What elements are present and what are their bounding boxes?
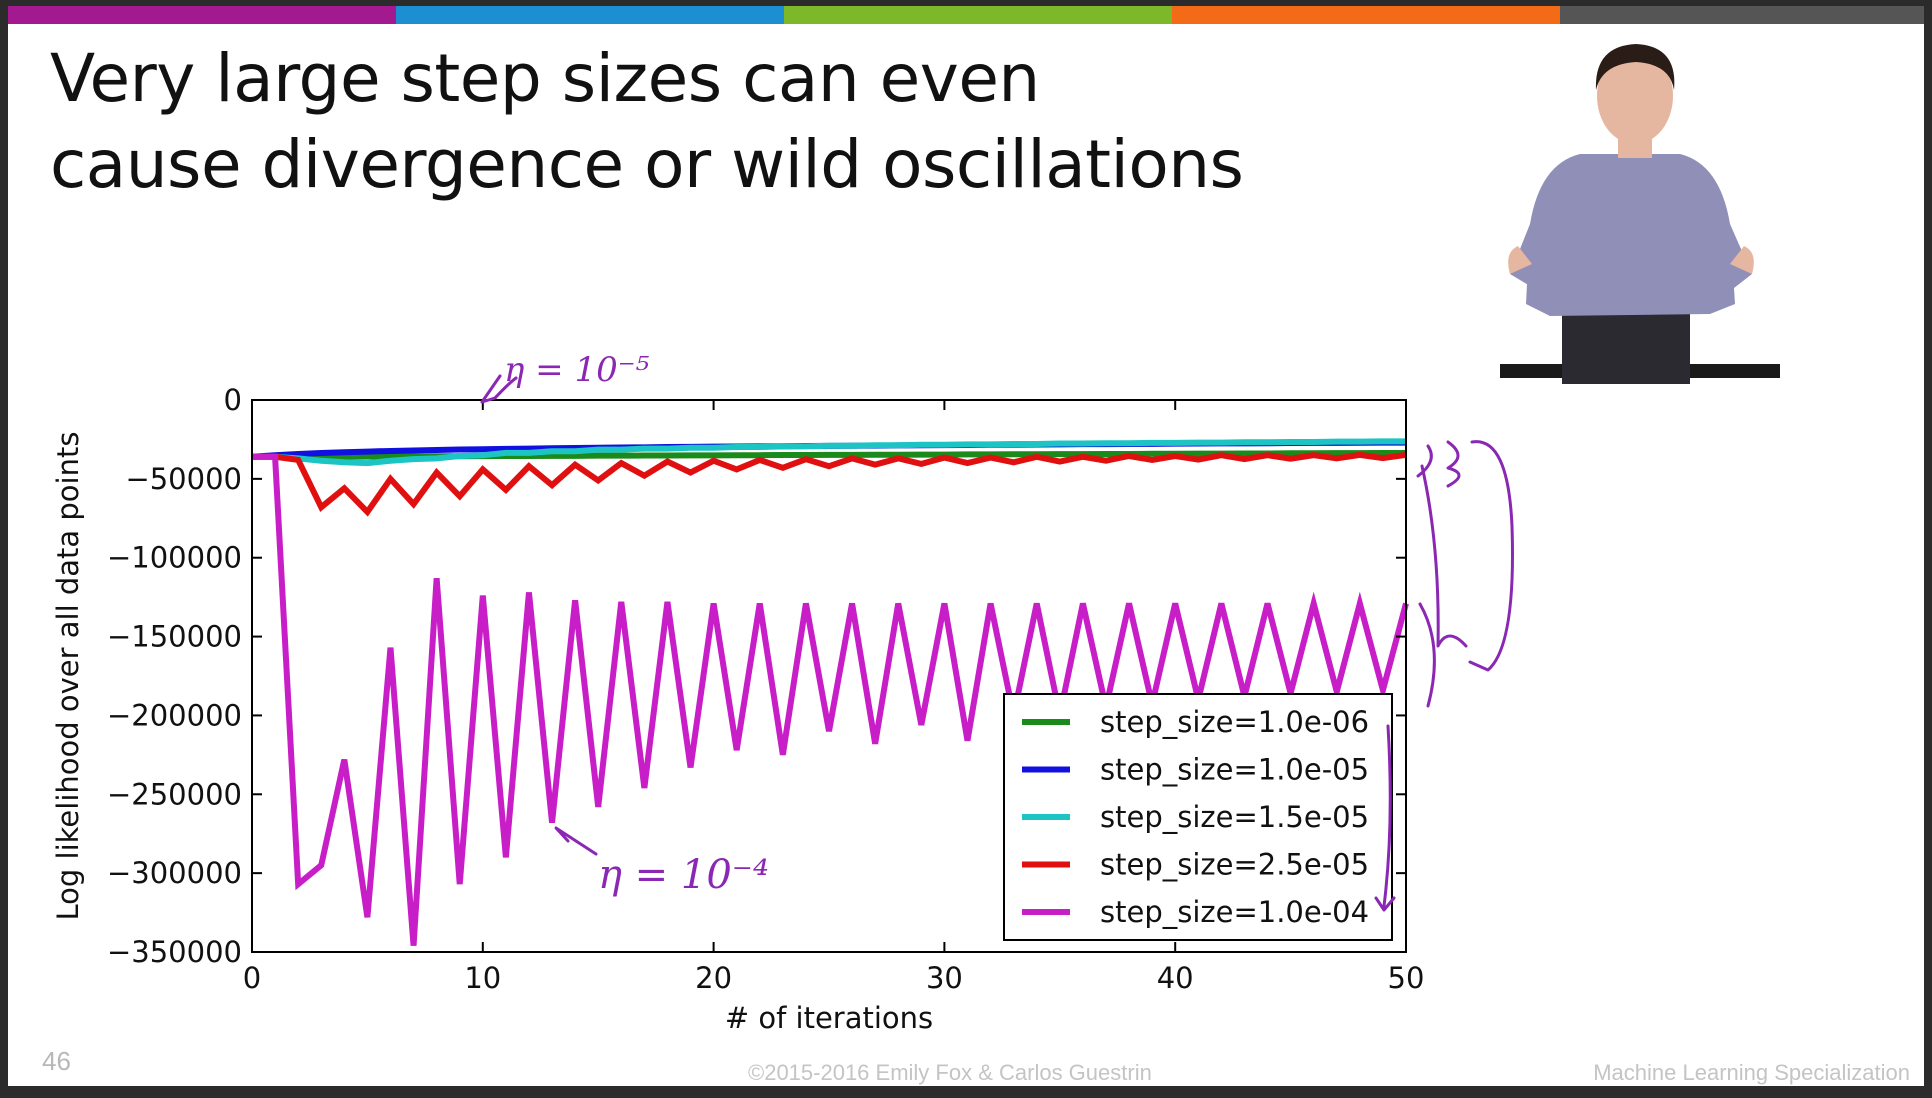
annotation-eta-small: η = 10⁻⁵ [480,350,650,404]
y-tick-label: −150000 [107,620,242,654]
y-tick-label: −250000 [107,777,242,811]
series-line-4 [252,451,1407,517]
annotation-brackets [1374,440,1514,912]
x-tick-label: 10 [464,961,501,995]
y-tick-label: −50000 [125,462,242,496]
x-tick-label: 20 [695,961,732,995]
color-bar-segment [1560,6,1924,24]
y-tick-label: −350000 [107,935,242,969]
x-axis-label: # of iterations [725,1001,933,1035]
color-bar-segment [784,6,1172,24]
color-bar-segment [396,6,784,24]
chart: 0 10 20 30 40 50 0 −50000 −100000 −150000 −200000… [51,350,1514,1035]
course-name: Machine Learning Specialization [1593,1060,1910,1085]
color-bar [8,6,1924,24]
annotation-eta-large: η = 10⁻⁴ [554,826,769,898]
annotation-eta-large-text: η = 10⁻⁴ [598,852,769,898]
y-tick-label: −100000 [107,541,242,575]
x-tick-label: 50 [1388,961,1425,995]
color-bar-segment [8,6,396,24]
x-tick-label: 30 [926,961,963,995]
y-tick-label: 0 [224,383,242,417]
annotation-eta-small-text: η = 10⁻⁵ [504,350,650,390]
plot-lines [251,438,1409,946]
series-line-3 [252,438,1406,467]
slide-title-line-2: cause divergence or wild oscillations [50,126,1244,203]
x-tick-label: 40 [1157,961,1194,995]
legend: step_size=1.0e-06 step_size=1.0e-05 step_s… [1003,693,1393,941]
x-axis: 0 10 20 30 40 50 [243,400,1425,995]
legend-label: step_size=1.0e-06 [1100,705,1369,739]
color-bar-segment [1172,6,1560,24]
slide-title-line-1: Very large step sizes can even [50,40,1040,117]
plot-frame [251,399,1407,953]
slide-title: Very large step sizes can even cause div… [50,36,1350,208]
y-tick-label: −200000 [107,698,242,732]
y-axis-label: Log likelihood over all data points [51,432,85,921]
x-tick-label: 0 [243,961,261,995]
legend-label: step_size=1.0e-05 [1100,753,1369,787]
legend-label: step_size=2.5e-05 [1100,848,1369,882]
y-tick-label: −300000 [107,856,242,890]
copyright-text: ©2015-2016 Emily Fox & Carlos Guestrin [748,1060,1152,1085]
slide-number: 46 [42,1046,71,1076]
slide: Very large step sizes can even cause div… [8,6,1924,1086]
series-line-5 [252,453,1409,946]
y-axis: 0 −50000 −100000 −150000 −200000 −250000 −3000… [107,383,1406,969]
presenter-video-icon [1490,24,1780,384]
legend-label: step_size=1.0e-04 [1100,895,1369,929]
legend-label: step_size=1.5e-05 [1100,800,1369,834]
